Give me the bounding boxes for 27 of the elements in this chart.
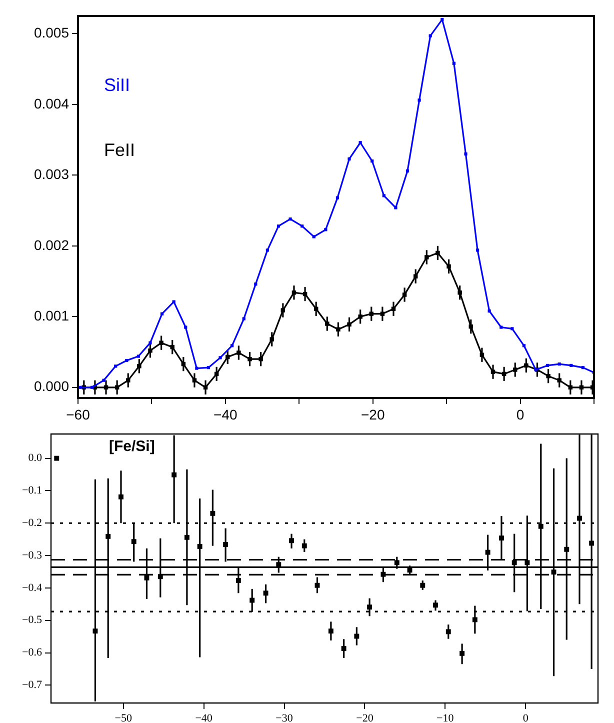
x-tick-label: −10 xyxy=(436,712,454,723)
y-tick-label: −0.6 xyxy=(22,646,42,659)
y-tick-label: 0.003 xyxy=(34,166,70,182)
y-tick-label: 0.000 xyxy=(34,378,70,394)
x-tick-label: −20 xyxy=(356,712,374,723)
y-tick-label: 0.005 xyxy=(34,24,70,41)
x-tick-label: −50 xyxy=(114,712,132,723)
annotation: [Fe/Si] xyxy=(109,438,155,456)
y-tick-label: −0.3 xyxy=(22,549,42,562)
x-tick-label: −40 xyxy=(195,712,213,723)
y-tick-label: −0.7 xyxy=(22,679,42,692)
x-tick-label: −30 xyxy=(276,712,294,723)
y-tick-label: 0.001 xyxy=(34,308,70,324)
text: FeII xyxy=(104,140,136,160)
x-tick-label: 0 xyxy=(516,406,524,422)
y-tick-label: −0.5 xyxy=(22,614,42,626)
y-tick-label: −0.4 xyxy=(22,582,42,594)
y-tick-label: 0.0 xyxy=(28,452,42,464)
x-tick-label: −20 xyxy=(360,406,385,422)
y-tick-label: −0.1 xyxy=(22,484,42,497)
y-tick-label: 0.002 xyxy=(34,236,70,253)
x-tick-label: −60 xyxy=(66,406,90,422)
x-tick-label: −40 xyxy=(214,406,238,422)
y-tick-label: −0.2 xyxy=(22,517,42,530)
text: SiII xyxy=(104,74,130,95)
x-tick-label: 0 xyxy=(522,712,529,723)
y-tick-label: 0.004 xyxy=(34,95,70,112)
